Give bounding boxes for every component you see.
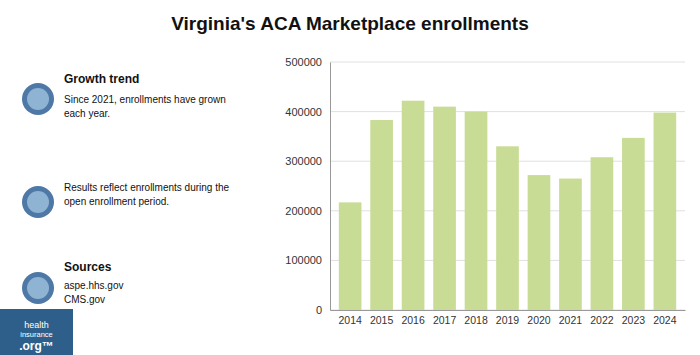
title: Virginia's ACA Marketplace enrollments	[171, 13, 529, 34]
x-tick-label: 2016	[401, 314, 425, 326]
grid-line	[330, 111, 685, 112]
bar	[654, 113, 677, 310]
x-tick: 2019	[496, 310, 520, 326]
y-tick-label: 0	[316, 304, 322, 316]
icon	[22, 272, 54, 304]
bar	[591, 157, 614, 310]
x-tick: 2024	[653, 310, 677, 326]
x-axis-line	[331, 310, 686, 311]
x-tick-label: 2021	[559, 314, 583, 326]
icon-inner	[27, 277, 49, 299]
footer-bg	[0, 309, 73, 355]
x-tick: 2015	[370, 310, 394, 326]
grid	[330, 62, 685, 310]
x-tick-label: 2023	[622, 314, 646, 326]
y-tick: 200000	[285, 205, 330, 217]
x-tick: 2020	[527, 310, 551, 326]
y-tick: 100000	[285, 254, 330, 266]
y-tick-label: 400000	[285, 106, 322, 118]
side-panel: Growth trend Since 2021, enrollments have…	[22, 72, 230, 305]
x-tick: 2016	[401, 310, 425, 326]
x-tick: 2023	[622, 310, 646, 326]
y-axis-line	[330, 63, 331, 311]
x-tick: 2014	[338, 310, 362, 326]
footer-text: .org™	[19, 339, 54, 353]
y-axis: 0 100000 200000 300000 400000 500000	[285, 56, 330, 316]
chart: Virginia's ACA Marketplace enrollments 0 1…	[0, 0, 700, 355]
bars	[339, 101, 676, 310]
bar	[370, 120, 393, 310]
x-tick: 2021	[559, 310, 583, 326]
bar	[339, 202, 362, 310]
y-tick-label: 300000	[285, 155, 322, 167]
x-tick-label: 2019	[496, 314, 520, 326]
bar	[528, 175, 551, 310]
icon	[22, 83, 54, 115]
x-tick: 2018	[464, 310, 488, 326]
y-tick: 500000	[285, 56, 330, 68]
y-tick-label: 500000	[285, 56, 322, 68]
bar	[559, 179, 582, 310]
annotation: Sources	[64, 260, 112, 274]
footer-text: insurance	[20, 330, 53, 339]
annotation: Growth trend	[64, 72, 139, 86]
x-axis: 2014 2015 2016 2017 2018 2019 2020 2021 2022 2023…	[331, 310, 686, 326]
grid-line	[330, 62, 685, 63]
icon-inner	[27, 191, 49, 213]
annotation: Results reflect enrollments during theop…	[64, 182, 230, 207]
bar	[465, 112, 488, 310]
icon	[22, 186, 54, 218]
bar	[433, 107, 456, 310]
x-tick-label: 2018	[464, 314, 488, 326]
bar	[402, 101, 425, 310]
y-tick: 400000	[285, 106, 330, 118]
bar	[496, 146, 519, 310]
annotation: aspe.hhs.govCMS.gov	[64, 280, 124, 305]
footer-badge: healthinsurance.org™	[0, 309, 73, 355]
x-tick-label: 2022	[590, 314, 614, 326]
y-tick: 0	[316, 304, 330, 316]
x-tick: 2022	[590, 310, 614, 326]
x-tick: 2017	[433, 310, 457, 326]
annotation: Since 2021, enrollments have growneach y…	[64, 94, 226, 119]
bar	[622, 138, 645, 310]
icon-inner	[27, 88, 49, 110]
x-tick-label: 2017	[433, 314, 457, 326]
y-tick-label: 100000	[285, 254, 322, 266]
x-tick-label: 2015	[370, 314, 394, 326]
x-tick-label: 2024	[653, 314, 677, 326]
y-tick-label: 200000	[285, 205, 322, 217]
footer-text: health	[24, 320, 49, 330]
x-tick-label: 2020	[527, 314, 551, 326]
x-tick-label: 2014	[338, 314, 362, 326]
y-tick: 300000	[285, 155, 330, 167]
